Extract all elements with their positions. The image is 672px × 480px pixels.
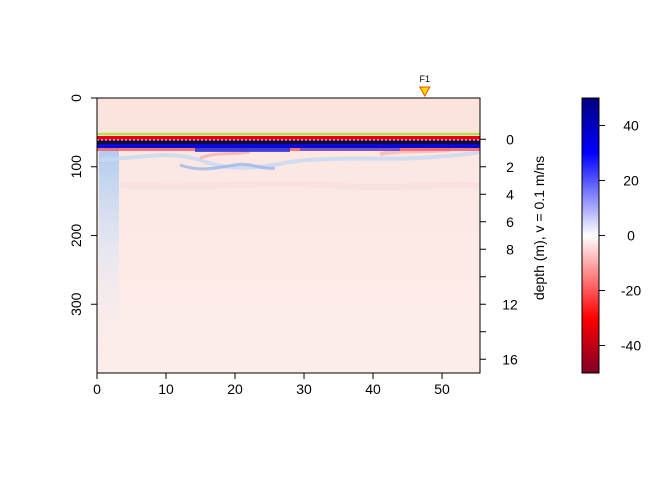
plot-region: [96, 97, 481, 374]
colorbar-tick-label: -40: [621, 338, 641, 354]
depth-tick-label: 12: [502, 296, 518, 312]
colorbar-tick-label: 0: [627, 228, 635, 244]
x-tick-label: 10: [158, 381, 174, 397]
y-tick-label: 200: [68, 224, 84, 248]
reflection-band-5: [119, 181, 481, 191]
colorbar-tick-label: -20: [621, 283, 641, 299]
marker-f1: F1: [418, 74, 431, 98]
left-ringing: [99, 148, 119, 348]
depth-tick-label: 6: [506, 214, 514, 230]
colorbar: 40 20 0 -20 -40: [581, 97, 641, 374]
depth-tick-label: 8: [506, 241, 514, 257]
marker-triangle: [418, 86, 431, 98]
colorbar-tick-label: 20: [623, 173, 639, 189]
depth-tick-label: 4: [506, 186, 514, 202]
x-axis: 0 10 20 30 40 50: [93, 372, 450, 397]
x-tick-label: 0: [93, 381, 101, 397]
x-tick-label: 40: [365, 381, 381, 397]
direct-wave-dark: [97, 140, 480, 144]
x-tick-label: 50: [434, 381, 450, 397]
direct-wave-blue: [97, 144, 480, 148]
direct-wave-red: [97, 136, 480, 140]
reflection-band-1: [99, 150, 481, 170]
reflection-band-2: [179, 162, 276, 171]
direct-wave-blue-patch-2: [300, 148, 400, 151]
colorbar-tick-label: 40: [623, 118, 639, 134]
air-zone: [97, 98, 480, 132]
y-axis: 0 100 200 300: [68, 94, 98, 316]
x-tick-label: 30: [296, 381, 312, 397]
reflection-band-3: [199, 150, 251, 160]
y-tick-label: 0: [68, 94, 84, 102]
y-tick-label: 100: [68, 155, 84, 179]
colorbar-ticks: 40 20 0 -20 -40: [599, 118, 641, 354]
colorbar-gradient: [581, 97, 600, 374]
depth-axis-label: depth (m), v = 0.1 m/ns: [531, 156, 547, 300]
depth-axis: 0 2 4 6 8 12 16: [479, 131, 518, 367]
depth-tick-label: 0: [506, 131, 514, 147]
depth-tick-label: 2: [506, 159, 514, 175]
y-tick-label: 300: [68, 292, 84, 316]
direct-wave-blue-patch: [195, 148, 290, 152]
marker-label: F1: [420, 74, 431, 84]
depth-tick-label: 16: [502, 351, 518, 367]
x-tick-label: 20: [227, 381, 243, 397]
